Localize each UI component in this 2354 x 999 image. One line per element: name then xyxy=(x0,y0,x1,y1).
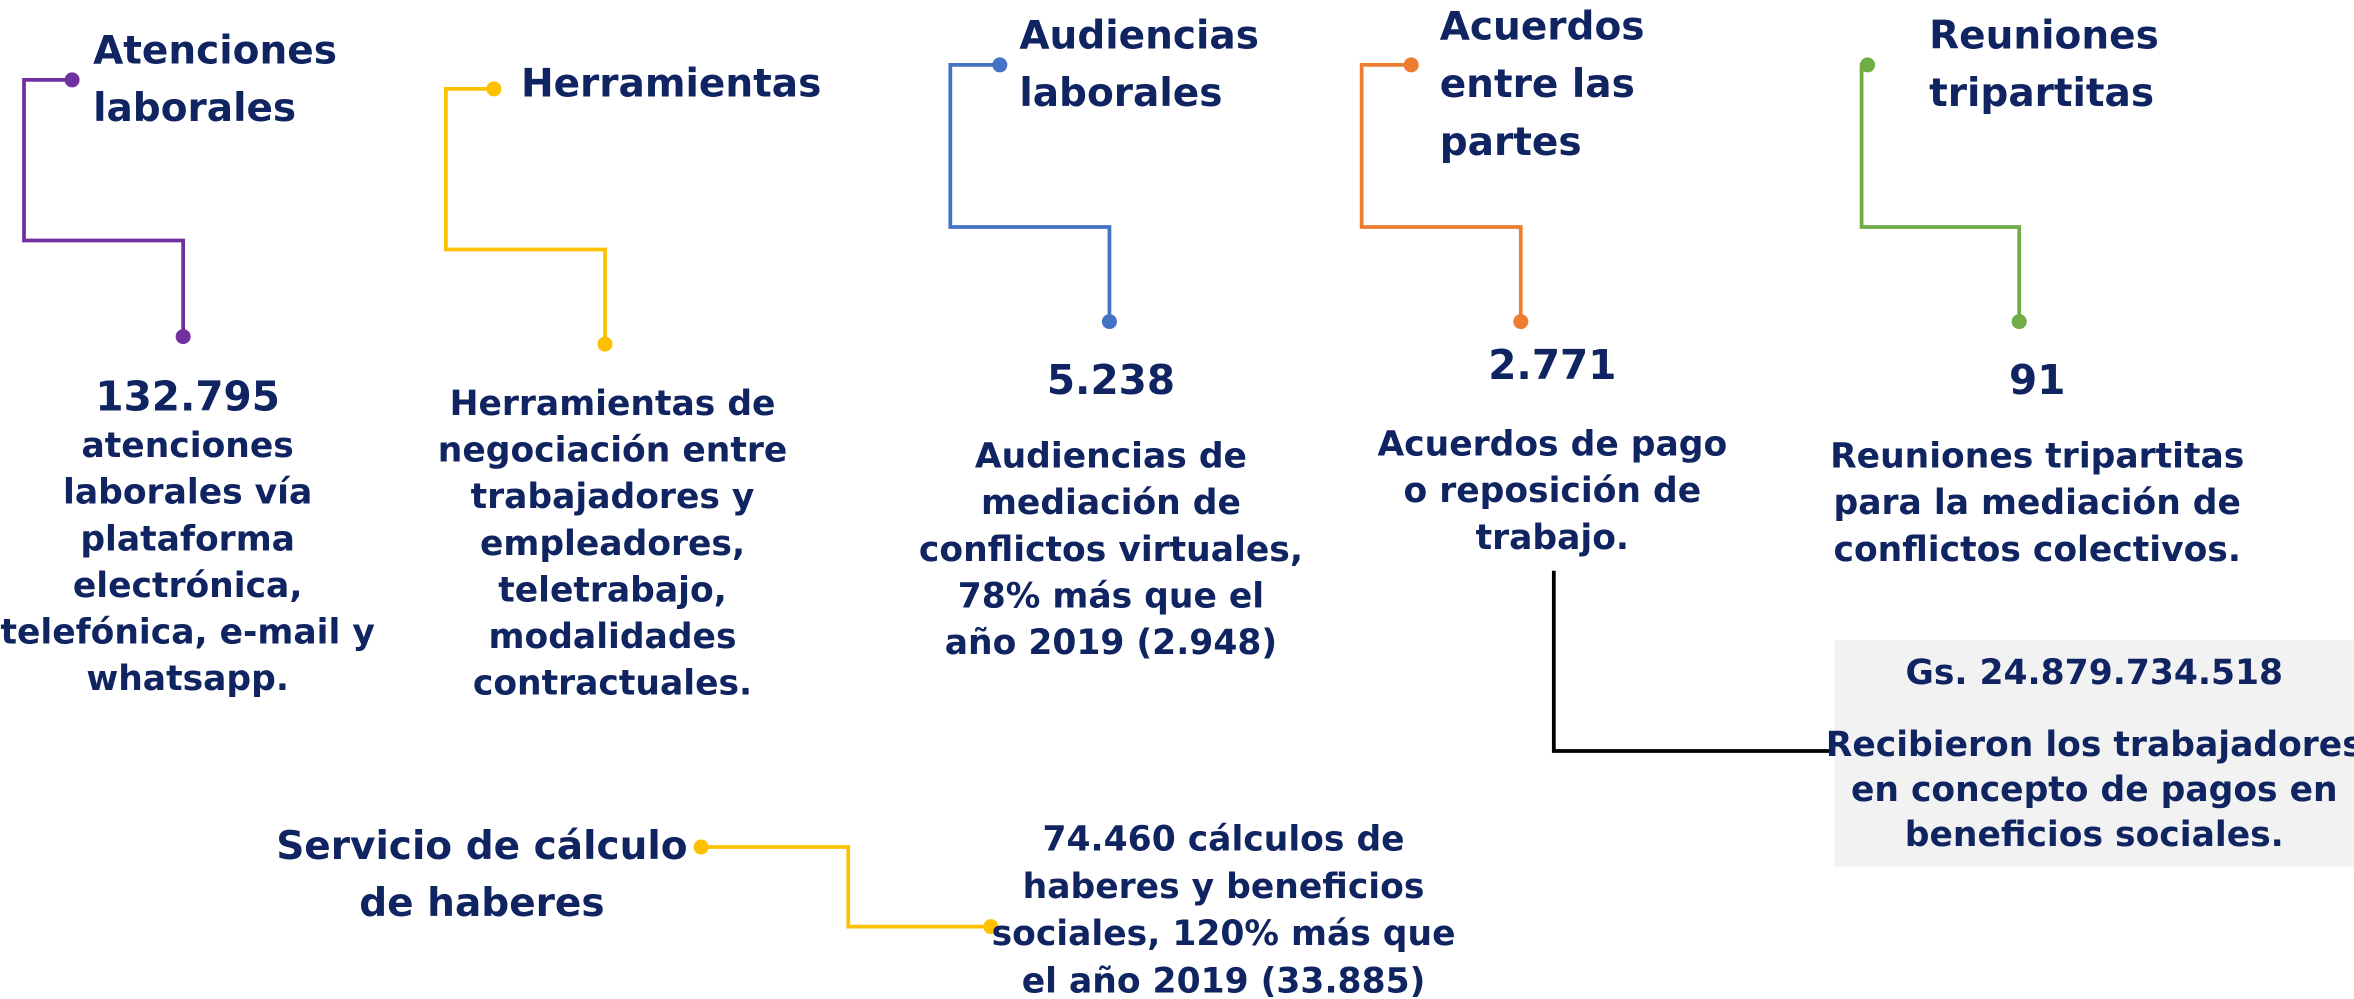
item-title: Acuerdos xyxy=(1440,4,1645,49)
item-title: entre las xyxy=(1440,62,1635,107)
item-title: laborales xyxy=(1019,71,1222,116)
item-title: laborales xyxy=(93,86,296,131)
item-description: whatsapp. xyxy=(86,659,289,699)
connector-dot xyxy=(1101,314,1117,330)
connector xyxy=(444,87,607,345)
connector-dot xyxy=(175,329,191,345)
item-description: Reuniones tripartitas xyxy=(1830,437,2244,477)
calculation-description: el año 2019 (33.885) xyxy=(1022,961,1426,999)
item-description: trabajadores y xyxy=(471,477,755,517)
payments-description: Recibieron los trabajadores xyxy=(1826,725,2354,765)
connector-dot xyxy=(693,839,709,855)
item-description: para la mediación de xyxy=(1834,483,2241,523)
connector-dot xyxy=(64,72,80,88)
connector-dot xyxy=(597,336,613,352)
item-title: Herramientas xyxy=(521,61,821,106)
item-description: año 2019 (2.948) xyxy=(945,623,1277,663)
item-title: tripartitas xyxy=(1929,71,2154,116)
item-description: teletrabajo, xyxy=(498,570,727,610)
connector xyxy=(948,63,1112,322)
payments-connector xyxy=(1551,570,1835,753)
payments-description: beneficios sociales. xyxy=(1905,815,2284,855)
connector xyxy=(701,845,991,929)
item-description: telefónica, e-mail y xyxy=(0,612,374,652)
connector-dot xyxy=(2011,314,2027,330)
connector-dot xyxy=(1513,314,1529,330)
connector-dot xyxy=(1403,57,1419,73)
item-description: Audiencias de xyxy=(975,437,1247,477)
payments-description: en concepto de pagos en xyxy=(1851,770,2338,810)
item-title: Reuniones xyxy=(1929,13,2159,58)
item-description: Herramientas de xyxy=(450,384,776,424)
payments-box xyxy=(1834,639,2354,867)
item-description: 78% más que el xyxy=(958,576,1264,616)
connector xyxy=(1359,63,1523,322)
item-title: Atenciones xyxy=(93,28,337,73)
item-description: mediación de xyxy=(981,483,1241,523)
item-title: partes xyxy=(1440,120,1582,165)
connector xyxy=(22,78,186,337)
payments-value: Gs. 24.879.734.518 xyxy=(1906,653,2284,693)
calculation-title: Servicio de cálculo xyxy=(276,824,687,869)
item-description: electrónica, xyxy=(73,566,303,606)
calculation-description: sociales, 120% más que xyxy=(992,914,1456,954)
calculation-title: de haberes xyxy=(359,881,604,926)
item-value: 5.238 xyxy=(1047,356,1175,404)
item-value: 132.795 xyxy=(95,373,280,421)
calculation-description: haberes y beneficios xyxy=(1023,867,1425,907)
item-value: 91 xyxy=(2009,356,2065,404)
item-description: contractuales. xyxy=(473,663,752,703)
item-description: conflictos virtuales, xyxy=(919,530,1303,570)
item-value: 2.771 xyxy=(1488,341,1616,389)
item-description: Acuerdos de pago xyxy=(1377,425,1727,465)
connector-dot xyxy=(983,919,999,935)
item-description: empleadores, xyxy=(480,524,745,564)
connector-dot xyxy=(1860,57,1876,73)
calculation-description: 74.460 cálculos de xyxy=(1043,820,1405,860)
item-description: negociación entre xyxy=(438,431,788,471)
item-description: atenciones xyxy=(82,426,294,466)
item-description: o reposición de xyxy=(1403,471,1701,511)
item-description: conflictos colectivos. xyxy=(1833,530,2240,570)
connector-dot xyxy=(486,81,502,97)
connector-dot xyxy=(992,57,1008,73)
item-title: Audiencias xyxy=(1019,13,1259,58)
item-description: modalidades xyxy=(489,617,737,657)
item-description: trabajo. xyxy=(1476,518,1629,558)
item-description: laborales vía xyxy=(63,473,312,513)
item-description: plataforma xyxy=(80,519,295,559)
